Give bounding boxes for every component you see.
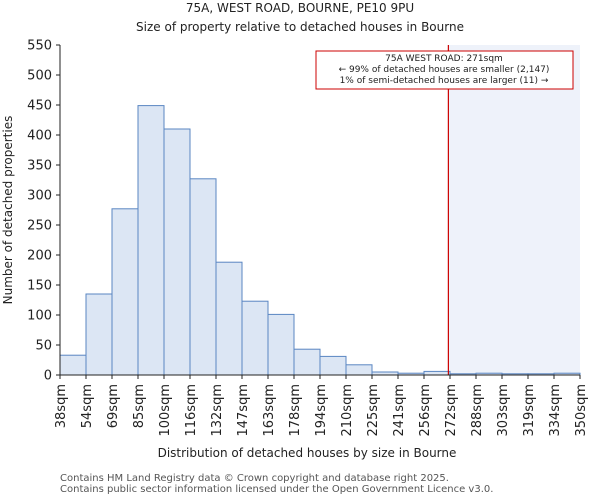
y-tick-label: 550 (27, 39, 52, 54)
footer-line-2: Contains public sector information licen… (60, 484, 494, 495)
x-tick-label: 38sqm (54, 384, 69, 428)
y-tick-label: 100 (27, 309, 52, 324)
x-tick-label: 194sqm (314, 384, 329, 437)
bar-256sqm (423, 370, 451, 376)
y-tick-label: 450 (27, 99, 52, 114)
x-tick-label: 350sqm (574, 384, 589, 437)
x-tick-label: 210sqm (340, 384, 355, 437)
y-tick-label: 250 (27, 219, 52, 234)
x-tick-label: 69sqm (106, 384, 121, 428)
y-tick-label: 50 (35, 339, 52, 354)
bar-100sqm (163, 128, 191, 376)
chart-subtitle: Size of property relative to detached ho… (136, 20, 464, 34)
x-tick-label: 272sqm (444, 384, 459, 437)
bar-178sqm (293, 348, 321, 376)
x-tick-label: 132sqm (210, 384, 225, 437)
bar-85sqm (137, 105, 165, 376)
bar-38sqm (59, 354, 87, 376)
y-tick-label: 150 (27, 279, 52, 294)
bar-54sqm (85, 293, 113, 376)
bar-194sqm (319, 355, 347, 376)
x-tick-label: 288sqm (470, 384, 485, 437)
bar-116sqm (189, 178, 217, 376)
x-tick-label: 303sqm (496, 384, 511, 437)
x-tick-label: 163sqm (262, 384, 277, 437)
marker-annotation: 75A WEST ROAD: 271sqm ← 99% of detached … (315, 50, 574, 90)
x-tick-label: 116sqm (184, 384, 199, 437)
annotation-line-2: ← 99% of detached houses are smaller (2,… (339, 65, 550, 75)
footer-line-1: Contains HM Land Registry data © Crown c… (60, 473, 449, 484)
x-tick-label: 225sqm (366, 384, 381, 437)
bar-163sqm (267, 313, 295, 376)
footer: Contains HM Land Registry data © Crown c… (60, 473, 493, 495)
bar-132sqm (215, 261, 243, 376)
x-tick-label: 319sqm (522, 384, 537, 437)
y-ticks: 0 50 100 150 200 250 300 350 400 450 500 550 (27, 39, 60, 384)
y-tick-label: 500 (27, 69, 52, 84)
x-ticks: 38sqm 54sqm 69sqm 85sqm 100sqm 116sqm 132sqm 14… (54, 375, 589, 437)
x-tick-label: 85sqm (132, 384, 147, 428)
y-tick-label: 0 (44, 369, 52, 384)
bar-210sqm (345, 364, 373, 376)
x-tick-label: 256sqm (418, 384, 433, 437)
x-tick-label: 178sqm (288, 384, 303, 437)
annotation-line-1: 75A WEST ROAD: 271sqm (385, 54, 503, 64)
chart-title: 75A, WEST ROAD, BOURNE, PE10 9PU (186, 1, 414, 15)
x-tick-label: 54sqm (80, 384, 95, 428)
x-tick-label: 241sqm (392, 384, 407, 437)
x-axis-label: Distribution of detached houses by size … (158, 446, 457, 460)
annotation-box (315, 50, 574, 90)
bar-147sqm (241, 300, 269, 376)
y-tick-label: 350 (27, 159, 52, 174)
y-tick-label: 300 (27, 189, 52, 204)
annotation-line-3: 1% of semi-detached houses are larger (1… (340, 76, 549, 86)
x-tick-label: 147sqm (236, 384, 251, 437)
highlight-region (448, 45, 580, 375)
y-axis-label: Number of detached properties (1, 116, 15, 305)
bar-69sqm (111, 208, 139, 376)
y-tick-label: 400 (27, 129, 52, 144)
y-tick-label: 200 (27, 249, 52, 264)
x-tick-label: 100sqm (158, 384, 173, 437)
bars-group (59, 105, 581, 376)
x-tick-label: 334sqm (548, 384, 563, 437)
